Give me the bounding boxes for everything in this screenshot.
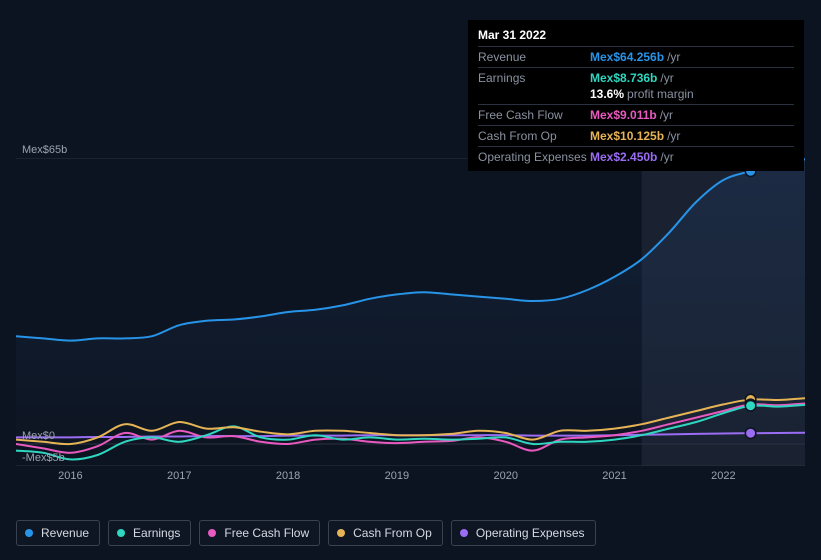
legend-item-label: Cash From Op bbox=[353, 526, 432, 540]
y-axis-label: Mex$65b bbox=[22, 144, 67, 156]
legend-dot-icon bbox=[117, 529, 125, 537]
tooltip-row-label: Earnings bbox=[478, 70, 590, 102]
legend-dot-icon bbox=[460, 529, 468, 537]
x-axis-label: 2018 bbox=[276, 470, 300, 482]
x-axis-label: 2016 bbox=[58, 470, 82, 482]
chart-tooltip: Mar 31 2022 RevenueMex$64.256b/yrEarning… bbox=[468, 20, 804, 171]
x-axis-label: 2017 bbox=[167, 470, 191, 482]
tooltip-row: RevenueMex$64.256b/yr bbox=[478, 46, 794, 67]
x-axis-labels: 2016 2017 2018 2019 2020 2021 2022 bbox=[16, 470, 805, 488]
legend-item-operating-expenses[interactable]: Operating Expenses bbox=[451, 520, 596, 546]
tooltip-row-label: Free Cash Flow bbox=[478, 107, 590, 123]
y-axis-label: Mex$0 bbox=[22, 430, 55, 442]
legend-item-revenue[interactable]: Revenue bbox=[16, 520, 100, 546]
tooltip-subline-pct: 13.6% bbox=[590, 87, 624, 101]
x-axis-label: 2022 bbox=[711, 470, 735, 482]
legend-dot-icon bbox=[208, 529, 216, 537]
tooltip-row: Operating ExpensesMex$2.450b/yr bbox=[478, 146, 794, 167]
tooltip-row: Free Cash FlowMex$9.011b/yr bbox=[478, 104, 794, 125]
series-marker-operating-expenses bbox=[746, 429, 755, 438]
y-axis-label: -Mex$5b bbox=[22, 452, 65, 464]
legend-item-label: Free Cash Flow bbox=[224, 526, 309, 540]
tooltip-row: Cash From OpMex$10.125b/yr bbox=[478, 125, 794, 146]
tooltip-row-suffix: /yr bbox=[667, 50, 680, 64]
tooltip-row-suffix: /yr bbox=[660, 71, 673, 85]
legend-item-label: Revenue bbox=[41, 526, 89, 540]
tooltip-row-label: Cash From Op bbox=[478, 128, 590, 144]
tooltip-row: EarningsMex$8.736b/yr 13.6%profit margin bbox=[478, 67, 794, 104]
legend-item-label: Earnings bbox=[133, 526, 180, 540]
tooltip-date: Mar 31 2022 bbox=[478, 26, 794, 46]
legend-item-free-cash-flow[interactable]: Free Cash Flow bbox=[199, 520, 320, 546]
x-axis-label: 2019 bbox=[385, 470, 409, 482]
legend-dot-icon bbox=[25, 529, 33, 537]
tooltip-row-value: Mex$9.011b bbox=[590, 108, 657, 122]
tooltip-row-value: Mex$64.256b bbox=[590, 50, 664, 64]
tooltip-row-label: Revenue bbox=[478, 49, 590, 65]
financials-chart: Mex$65bMex$0-Mex$5b 20162017201820192020… bbox=[16, 158, 805, 510]
legend-item-cash-from-op[interactable]: Cash From Op bbox=[328, 520, 443, 546]
x-axis-label: 2020 bbox=[493, 470, 517, 482]
chart-legend: Revenue Earnings Free Cash Flow Cash From O… bbox=[16, 520, 596, 546]
tooltip-row-suffix: /yr bbox=[667, 129, 680, 143]
tooltip-row-suffix: /yr bbox=[660, 108, 673, 122]
tooltip-row-label: Operating Expenses bbox=[478, 149, 590, 165]
legend-item-label: Operating Expenses bbox=[476, 526, 585, 540]
x-axis-label: 2021 bbox=[602, 470, 626, 482]
tooltip-row-value: Mex$8.736b bbox=[590, 71, 657, 85]
tooltip-row-value: Mex$10.125b bbox=[590, 129, 664, 143]
tooltip-row-value: Mex$2.450b bbox=[590, 150, 657, 164]
legend-dot-icon bbox=[337, 529, 345, 537]
legend-item-earnings[interactable]: Earnings bbox=[108, 520, 191, 546]
series-marker-earnings bbox=[746, 401, 755, 410]
tooltip-row-suffix: /yr bbox=[660, 150, 673, 164]
chart-plot-area[interactable] bbox=[16, 158, 805, 466]
tooltip-subline-text: profit margin bbox=[627, 87, 694, 101]
